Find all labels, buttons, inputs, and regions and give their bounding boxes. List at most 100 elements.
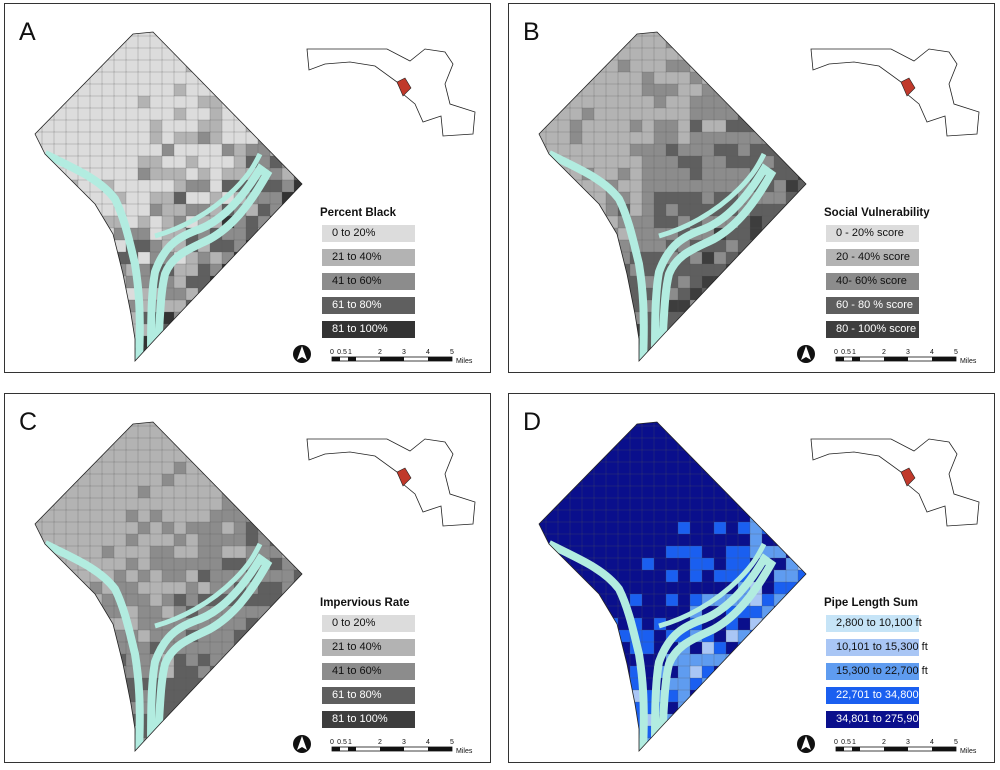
- census-tract: [713, 179, 727, 193]
- census-tract: [113, 569, 127, 583]
- panel-letter: B: [523, 18, 540, 46]
- census-tract: [53, 227, 67, 241]
- census-tract: [197, 533, 211, 547]
- census-tract: [713, 107, 727, 121]
- map-tracts: [35, 32, 302, 361]
- dc-location-marker: [900, 77, 916, 97]
- census-tract: [539, 287, 547, 301]
- census-tract: [773, 641, 787, 655]
- census-tract: [581, 179, 595, 193]
- census-tract: [173, 461, 187, 475]
- census-tract: [53, 569, 67, 583]
- census-tract: [137, 749, 151, 751]
- census-tract: [641, 422, 655, 427]
- census-tract: [173, 359, 187, 361]
- census-tract: [197, 191, 211, 205]
- census-tract: [269, 119, 283, 133]
- census-tract: [269, 557, 283, 571]
- census-tract: [761, 509, 775, 523]
- census-tract: [197, 521, 211, 535]
- census-tract: [53, 299, 67, 313]
- census-tract: [53, 107, 67, 121]
- census-tract: [221, 449, 235, 463]
- census-tract: [137, 641, 151, 655]
- census-tract: [581, 617, 595, 631]
- scale-tick-label: 0: [834, 739, 838, 746]
- census-tract: [737, 497, 751, 511]
- census-tract: [617, 749, 631, 751]
- census-tract: [53, 449, 67, 463]
- census-tract: [749, 47, 763, 61]
- census-tract: [125, 107, 139, 121]
- census-tract: [233, 665, 247, 679]
- census-tract: [269, 215, 283, 229]
- census-tract: [773, 581, 787, 595]
- census-tract: [137, 215, 151, 229]
- legend: Percent Black 0 to 20% 21 to 40% 41 to 6…: [320, 207, 490, 345]
- census-tract: [761, 347, 775, 361]
- census-tract: [65, 677, 79, 691]
- census-tract: [65, 449, 79, 463]
- census-tract: [785, 713, 799, 727]
- census-tract: [629, 485, 643, 499]
- census-tract: [269, 203, 283, 217]
- census-tract: [737, 461, 751, 475]
- census-tract: [35, 59, 43, 73]
- census-tract: [539, 35, 547, 49]
- census-tract: [77, 653, 91, 667]
- census-tract: [545, 107, 559, 121]
- census-tract: [725, 107, 739, 121]
- census-tract: [197, 509, 211, 523]
- census-tract: [713, 287, 727, 301]
- census-tract: [689, 131, 703, 145]
- census-tract: [713, 533, 727, 547]
- census-tract: [89, 71, 103, 85]
- census-tract: [269, 83, 283, 97]
- legend: Impervious Rate 0 to 20% 21 to 40% 41 to…: [320, 597, 490, 735]
- census-tract: [101, 449, 115, 463]
- census-tract: [281, 59, 295, 73]
- census-tract: [539, 725, 547, 739]
- census-tract: [737, 713, 751, 727]
- census-tract: [221, 701, 235, 715]
- census-tract: [65, 653, 79, 667]
- census-tract: [701, 191, 715, 205]
- census-tract: [65, 119, 79, 133]
- census-tract: [149, 737, 163, 751]
- census-tract: [65, 311, 79, 325]
- census-tract: [773, 95, 787, 109]
- census-tract: [41, 605, 55, 619]
- census-tract: [221, 239, 235, 253]
- census-tract: [593, 497, 607, 511]
- census-tract: [569, 497, 583, 511]
- census-tract: [701, 335, 715, 349]
- census-tract: [617, 47, 631, 61]
- census-tract: [101, 509, 115, 523]
- census-tract: [785, 629, 799, 643]
- census-tract: [749, 653, 763, 667]
- census-tract: [773, 485, 787, 499]
- census-tract: [35, 239, 43, 253]
- census-tract: [761, 749, 775, 751]
- census-tract: [257, 239, 271, 253]
- census-tract: [593, 227, 607, 241]
- census-tract: [593, 437, 607, 451]
- census-tract: [713, 47, 727, 61]
- census-tract: [269, 581, 283, 595]
- census-tract: [761, 737, 775, 751]
- census-tract: [605, 485, 619, 499]
- census-tract: [581, 311, 595, 325]
- census-tract: [737, 725, 751, 739]
- census-tract: [677, 593, 691, 607]
- census-tract: [269, 461, 283, 475]
- census-tract: [257, 35, 271, 49]
- census-tract: [161, 35, 175, 49]
- census-tract: [749, 617, 763, 631]
- census-tract: [257, 83, 271, 97]
- dc-boundary: [34, 31, 303, 363]
- census-tract: [785, 35, 799, 49]
- census-tract: [53, 191, 67, 205]
- census-tract: [233, 299, 247, 313]
- census-tract: [605, 593, 619, 607]
- census-tract: [629, 509, 643, 523]
